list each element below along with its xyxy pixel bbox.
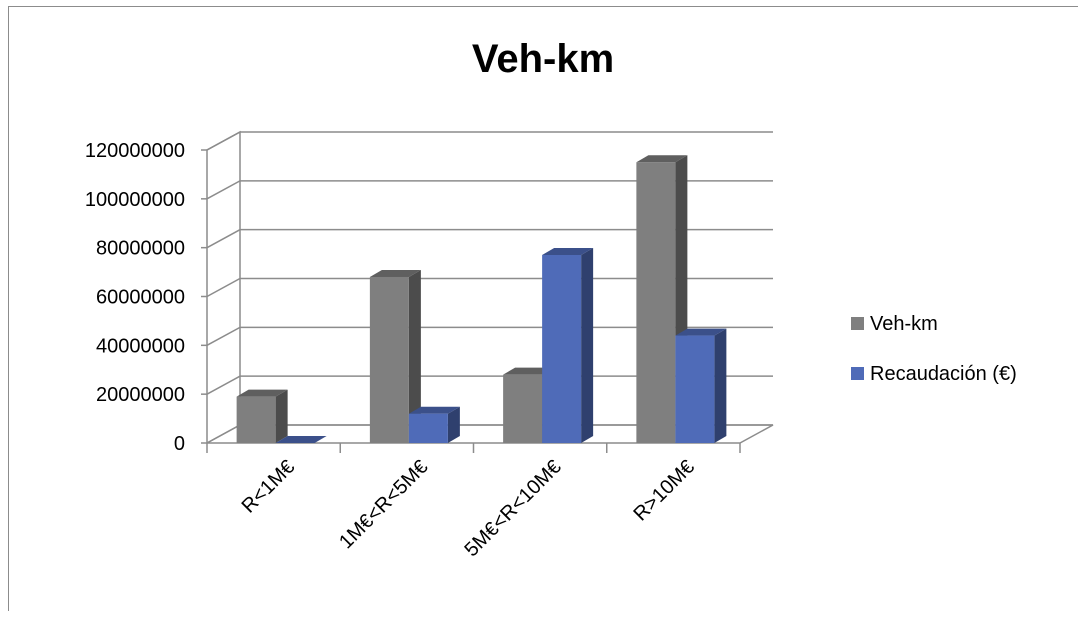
legend-swatch <box>851 317 864 330</box>
y-tick-label: 60000000 <box>96 287 185 309</box>
bar-top <box>369 269 421 277</box>
bar-front <box>675 335 715 443</box>
bar-recaudacin-2 <box>542 247 594 443</box>
chart-title: Veh-km <box>472 37 614 81</box>
x-category-label: 1M€<R<5M€ <box>335 456 432 553</box>
gridline <box>206 180 773 200</box>
legend-label: Veh-km <box>870 313 938 335</box>
y-tick-label: 120000000 <box>85 140 185 162</box>
bar-side <box>714 328 727 443</box>
gridline <box>206 131 773 151</box>
x-category-label: R>10M€ <box>630 456 699 525</box>
gridline <box>206 375 773 395</box>
gridline <box>206 228 773 249</box>
y-tick-label: 20000000 <box>96 384 185 406</box>
y-tick-label: 80000000 <box>96 238 185 260</box>
y-tick-label: 100000000 <box>85 189 185 211</box>
bar-top <box>636 155 688 163</box>
x-category-label: R<1M€ <box>238 456 300 518</box>
bar-front <box>503 374 543 443</box>
bar-vehkm-3 <box>636 155 688 444</box>
bar-side <box>447 406 460 443</box>
bar-recaudacin-1 <box>408 406 460 443</box>
bar-top <box>408 406 460 414</box>
bar-recaudacin-0 <box>275 436 327 443</box>
x-axis-labels: R<1M€ 1M€<R<5M€ 5M€<R<10M€ R>10M€ <box>238 456 699 561</box>
bar-side <box>275 389 288 443</box>
bar-top <box>236 389 288 397</box>
legend-swatch <box>851 367 864 380</box>
bar-top <box>675 328 727 336</box>
bar-side <box>408 269 421 443</box>
gridline <box>206 277 773 298</box>
legend-label: Recaudación (€) <box>870 363 1017 385</box>
y-axis-ticks: 0 20000000 40000000 60000000 80000000 1000000… <box>85 140 185 455</box>
bar-front <box>542 254 582 443</box>
bar-top <box>542 247 594 255</box>
bars <box>236 155 727 444</box>
bar-front <box>408 413 448 443</box>
chart-frame <box>8 6 1078 611</box>
y-tick-label: 0 <box>174 433 185 455</box>
bar-front <box>236 396 276 443</box>
bar-vehkm-0 <box>236 389 288 443</box>
bar-recaudacin-3 <box>675 328 727 443</box>
legend: Veh-km Recaudación (€) <box>851 313 1017 385</box>
bar-side <box>581 247 594 443</box>
bar-front <box>636 162 676 444</box>
gridline <box>206 326 773 346</box>
x-category-label: 5M€<R<10M€ <box>460 456 565 561</box>
bar-top <box>503 367 555 375</box>
bar-front <box>369 276 409 443</box>
bar-top <box>275 436 327 443</box>
bar-vehkm-1 <box>369 269 421 443</box>
y-tick-label: 40000000 <box>96 335 185 357</box>
